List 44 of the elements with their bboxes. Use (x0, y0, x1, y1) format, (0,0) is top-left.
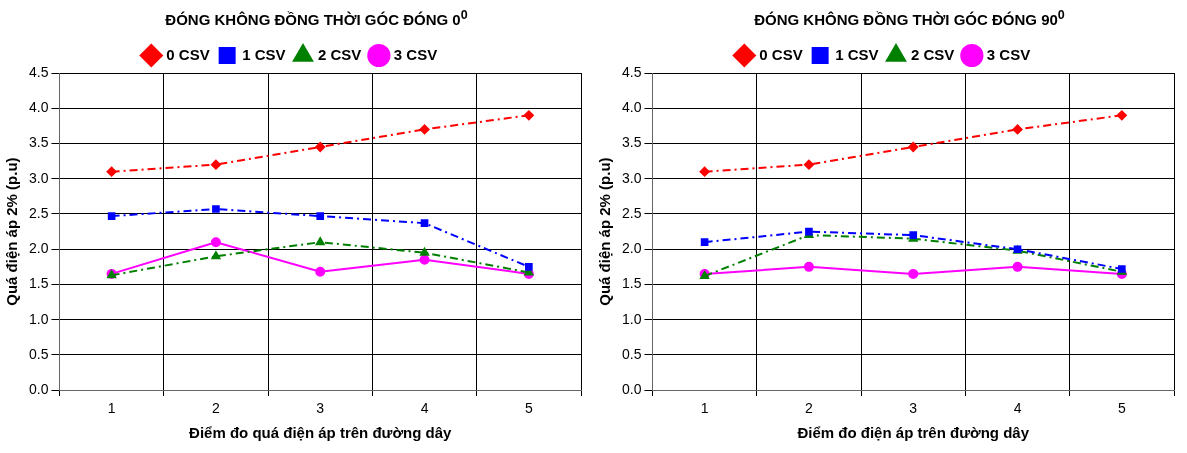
y-tick-label: 4.5 (621, 63, 642, 80)
y-tick-label: 2.0 (621, 240, 642, 257)
y-tick-label: 0.0 (621, 381, 642, 398)
legend-label: 2 CSV (318, 45, 362, 63)
chart-title: ĐÓNG KHÔNG ĐỒNG THỜI GÓC ĐÓNG 90$^{0}$ (753, 8, 1066, 28)
y-tick-label: 1.5 (28, 275, 49, 292)
y-tick-label: 4.0 (28, 99, 49, 116)
legend-label: 0 CSV (166, 45, 210, 63)
legend-label: 3 CSV (986, 45, 1031, 63)
y-tick-label: 0.5 (28, 345, 49, 362)
x-axis-title: Điểm đo quá điện áp trên đường dây (189, 424, 453, 442)
y-tick-label: 1.5 (621, 275, 642, 292)
y-axis-title: Quá điện áp 2% (p.u) (3, 157, 21, 306)
legend-label: 0 CSV (759, 45, 803, 63)
x-tick-label: 3 (909, 400, 918, 417)
chart-title: ĐÓNG KHÔNG ĐỒNG THỜI GÓC ĐÓNG 0$^{0}$ (164, 8, 469, 28)
y-tick-label: 1.0 (28, 310, 49, 327)
x-tick-label: 2 (805, 400, 814, 417)
y-axis-title: Quá điện áp 2% (p.u) (596, 157, 614, 306)
x-tick-label: 5 (524, 400, 533, 417)
y-tick-label: 2.0 (28, 240, 49, 257)
legend-label: 1 CSV (242, 45, 286, 63)
y-tick-label: 3.0 (621, 169, 642, 186)
y-tick-label: 2.5 (28, 204, 49, 221)
x-tick-label: 4 (420, 400, 429, 417)
y-tick-label: 0.0 (28, 381, 49, 398)
x-axis-title: Điểm đo điện áp trên đường dây (797, 424, 1030, 442)
x-tick-label: 4 (1013, 400, 1022, 417)
x-tick-label: 5 (1117, 400, 1126, 417)
x-tick-label: 1 (700, 400, 709, 417)
y-tick-label: 3.5 (28, 134, 49, 151)
y-tick-label: 4.0 (621, 99, 642, 116)
x-tick-label: 3 (316, 400, 325, 417)
y-tick-label: 3.0 (28, 169, 49, 186)
y-tick-label: 0.5 (621, 345, 642, 362)
legend-label: 2 CSV (911, 45, 955, 63)
y-tick-label: 2.5 (621, 204, 642, 221)
y-tick-label: 4.5 (28, 63, 49, 80)
legend-label: 3 CSV (393, 45, 438, 63)
legend-label: 1 CSV (835, 45, 879, 63)
x-tick-label: 2 (212, 400, 221, 417)
x-tick-label: 1 (107, 400, 116, 417)
y-tick-label: 3.5 (621, 134, 642, 151)
y-tick-label: 1.0 (621, 310, 642, 327)
